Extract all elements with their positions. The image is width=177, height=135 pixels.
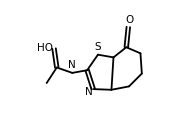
Text: HO: HO [37,43,53,53]
Text: O: O [125,15,133,25]
Text: N: N [68,60,76,70]
Text: S: S [94,42,101,52]
Text: N: N [85,87,93,97]
